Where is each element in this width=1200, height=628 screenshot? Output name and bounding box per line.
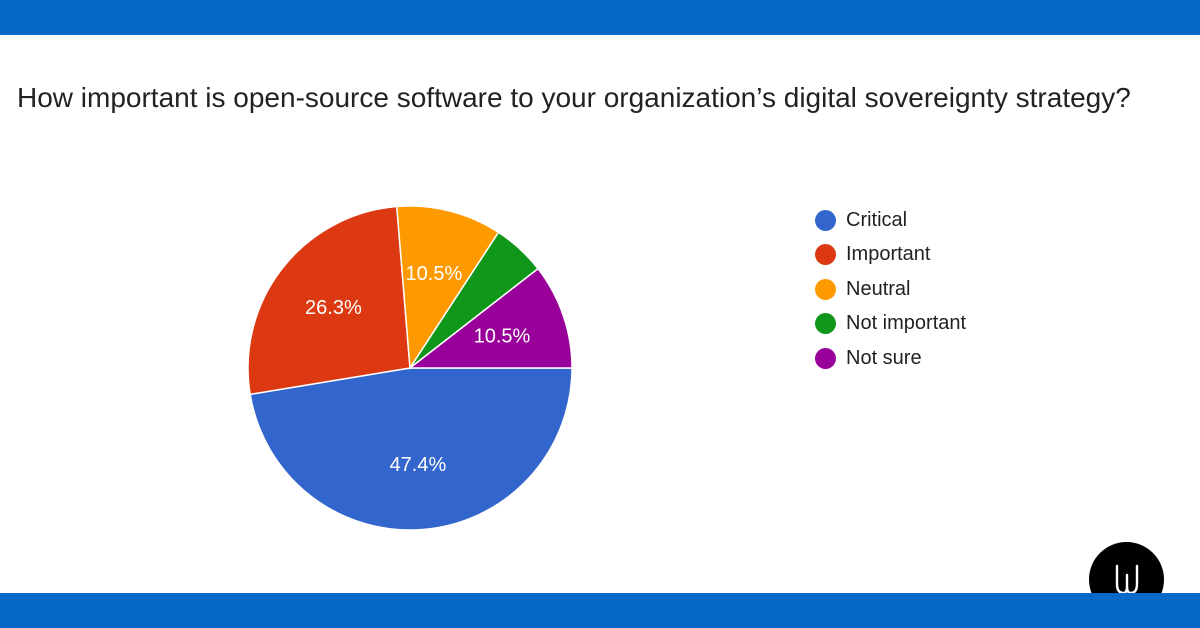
pie-slice-not-sure <box>407 267 573 369</box>
pie-labels: 47.4% 26.3% 10.5% 10.5% <box>305 263 531 476</box>
bottom-bar <box>0 593 1200 628</box>
w-logo-glyph <box>1115 564 1138 594</box>
legend-swatch <box>815 209 836 231</box>
legend-item-neutral: Neutral <box>815 272 966 307</box>
legend-swatch <box>815 244 836 266</box>
pie-slice-critical <box>249 367 573 531</box>
slice-label-critical: 47.4% <box>390 454 447 476</box>
pie-slices <box>247 205 573 531</box>
slice-label-not-sure: 10.5% <box>474 326 531 348</box>
pie-slice-neutral <box>395 205 500 371</box>
legend-label: Not important <box>846 312 967 335</box>
chart-title: How important is open-source software to… <box>17 82 1131 113</box>
top-bar <box>0 0 1200 35</box>
legend-item-not-important: Not important <box>815 307 966 342</box>
legend-label: Critical <box>846 208 908 231</box>
legend-item-critical: Critical <box>815 203 966 238</box>
pie-slice-important <box>247 205 411 396</box>
legend-item-important: Important <box>815 238 966 273</box>
legend-label: Not sure <box>846 346 922 369</box>
chart-legend: Critical Important Neutral Not important Not… <box>815 203 966 376</box>
slice-label-important: 26.3% <box>305 297 362 319</box>
legend-item-not-sure: Not sure <box>815 341 966 376</box>
legend-swatch <box>815 347 836 369</box>
legend-swatch <box>815 278 836 300</box>
legend-label: Important <box>846 243 931 266</box>
slice-label-neutral: 10.5% <box>406 263 463 285</box>
legend-swatch <box>815 313 836 335</box>
legend-label: Neutral <box>846 277 911 300</box>
